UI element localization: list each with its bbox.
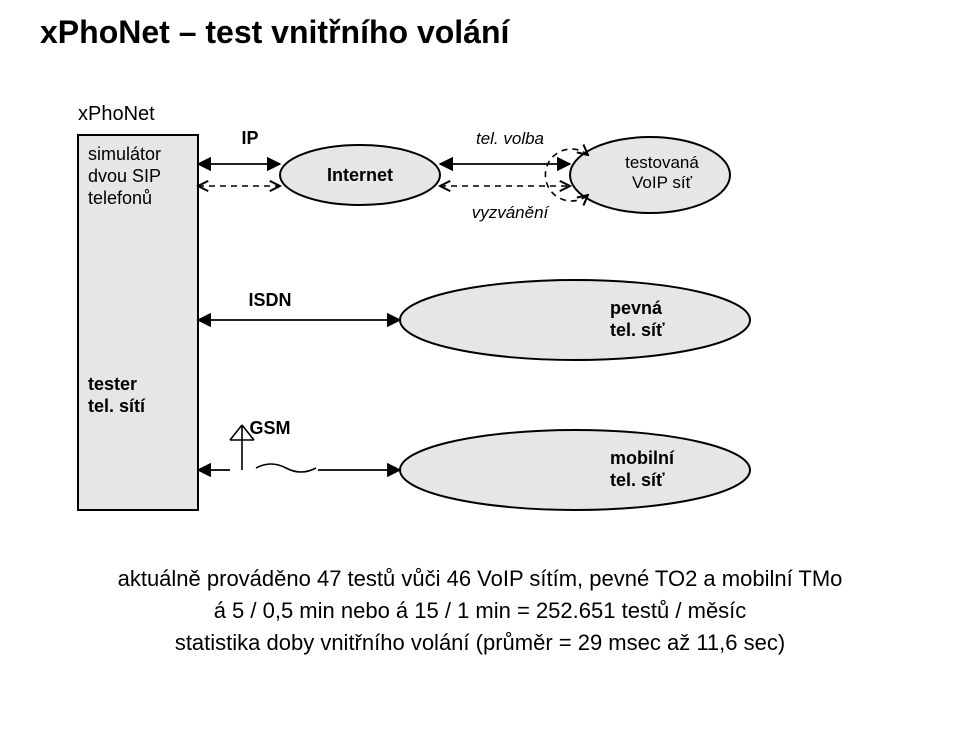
internet-label: Internet <box>327 165 393 185</box>
mobilni-label-1: mobilní <box>610 448 675 468</box>
simulator-line2: dvou SIP <box>88 166 161 186</box>
vyzvaneni-label: vyzvánění <box>472 203 551 222</box>
voip-label-2: VoIP síť <box>632 173 693 192</box>
gsm-label: GSM <box>249 418 290 438</box>
footer-line-1: aktuálně prováděno 47 testů vůči 46 VoIP… <box>0 566 960 592</box>
tester-line1: tester <box>88 374 137 394</box>
tester-line2: tel. sítí <box>88 396 146 416</box>
ip-label: IP <box>241 128 258 148</box>
tel-volba-label: tel. volba <box>476 129 544 148</box>
pevna-label-1: pevná <box>610 298 663 318</box>
pevna-node <box>400 280 750 360</box>
xphonet-label: xPhoNet <box>78 103 155 125</box>
footer-text: aktuálně prováděno 47 testů vůči 46 VoIP… <box>0 560 960 662</box>
page: xPhoNet – test vnitřního volání xPhoNet … <box>0 0 960 731</box>
isdn-label: ISDN <box>248 290 291 310</box>
voip-label-1: testovaná <box>625 153 699 172</box>
mobilni-label-2: tel. síť <box>610 470 665 490</box>
simulator-line1: simulátor <box>88 144 161 164</box>
pevna-label-2: tel. síť <box>610 320 665 340</box>
footer-line-3: statistika doby vnitřního volání (průměr… <box>0 630 960 656</box>
footer-line-2: á 5 / 0,5 min nebo á 15 / 1 min = 252.65… <box>0 598 960 624</box>
gsm-wave <box>256 464 316 472</box>
mobilni-node <box>400 430 750 510</box>
network-diagram: xPhoNet simulátor dvou SIP telefonů test… <box>60 80 760 520</box>
simulator-line3: telefonů <box>88 188 152 208</box>
page-title: xPhoNet – test vnitřního volání <box>40 14 920 51</box>
